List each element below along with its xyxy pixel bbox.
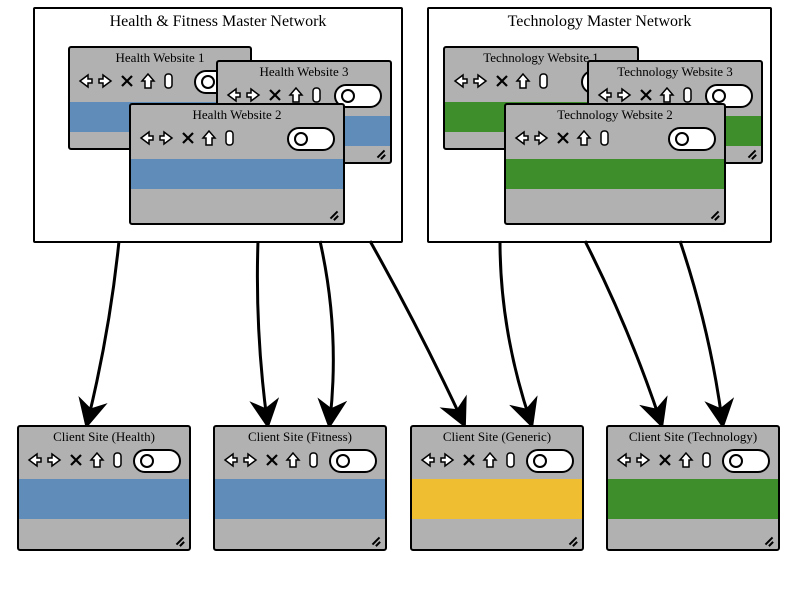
forward-icon <box>245 86 263 104</box>
home-icon <box>658 86 676 104</box>
resize-icon <box>567 534 579 546</box>
stop-icon <box>460 451 478 469</box>
doc-icon <box>698 451 716 469</box>
forward-icon <box>46 451 64 469</box>
search-pill <box>526 449 574 473</box>
browser-title: Client Site (Health) <box>19 429 189 445</box>
forward-icon <box>158 129 176 147</box>
search-pill <box>133 449 181 473</box>
browser-title: Technology Website 2 <box>506 107 724 123</box>
home-icon <box>284 451 302 469</box>
home-icon <box>287 86 305 104</box>
forward-icon <box>97 72 115 90</box>
resize-icon <box>763 534 775 546</box>
content-band <box>131 159 343 189</box>
resize-icon <box>328 208 340 220</box>
content-band <box>19 479 189 519</box>
doc-icon <box>221 129 239 147</box>
browser-title: Health Website 2 <box>131 107 343 123</box>
back-icon <box>614 451 632 469</box>
back-icon <box>76 72 94 90</box>
home-icon <box>481 451 499 469</box>
doc-icon <box>502 451 520 469</box>
browser-client_tech: Client Site (Technology) <box>606 425 780 551</box>
back-icon <box>595 86 613 104</box>
browser-client_generic: Client Site (Generic) <box>410 425 584 551</box>
doc-icon <box>305 451 323 469</box>
health-network-title: Health & Fitness Master Network <box>35 13 401 31</box>
back-icon <box>418 451 436 469</box>
home-icon <box>200 129 218 147</box>
home-icon <box>88 451 106 469</box>
back-icon <box>137 129 155 147</box>
back-icon <box>224 86 242 104</box>
browser-client_health: Client Site (Health) <box>17 425 191 551</box>
forward-icon <box>616 86 634 104</box>
back-icon <box>221 451 239 469</box>
content-band <box>506 159 724 189</box>
resize-icon <box>174 534 186 546</box>
stop-icon <box>118 72 136 90</box>
browser-title: Technology Website 3 <box>589 64 761 80</box>
back-icon <box>451 72 469 90</box>
stop-icon <box>179 129 197 147</box>
doc-icon <box>109 451 127 469</box>
search-pill <box>329 449 377 473</box>
doc-icon <box>679 86 697 104</box>
stop-icon <box>656 451 674 469</box>
resize-icon <box>709 208 721 220</box>
tech-network-title: Technology Master Network <box>429 13 770 31</box>
forward-icon <box>472 72 490 90</box>
stop-icon <box>637 86 655 104</box>
forward-icon <box>242 451 260 469</box>
stop-icon <box>554 129 572 147</box>
resize-icon <box>370 534 382 546</box>
stop-icon <box>266 86 284 104</box>
search-pill <box>722 449 770 473</box>
doc-icon <box>308 86 326 104</box>
browser-client_fitness: Client Site (Fitness) <box>213 425 387 551</box>
home-icon <box>575 129 593 147</box>
home-icon <box>139 72 157 90</box>
browser-tech2: Technology Website 2 <box>504 103 726 225</box>
browser-title: Client Site (Technology) <box>608 429 778 445</box>
forward-icon <box>533 129 551 147</box>
back-icon <box>512 129 530 147</box>
doc-icon <box>535 72 553 90</box>
content-band <box>608 479 778 519</box>
stop-icon <box>67 451 85 469</box>
content-band <box>412 479 582 519</box>
search-pill <box>287 127 335 151</box>
browser-title: Health Website 3 <box>218 64 390 80</box>
doc-icon <box>596 129 614 147</box>
back-icon <box>25 451 43 469</box>
content-band <box>215 479 385 519</box>
home-icon <box>677 451 695 469</box>
stop-icon <box>263 451 281 469</box>
home-icon <box>514 72 532 90</box>
browser-health2: Health Website 2 <box>129 103 345 225</box>
stop-icon <box>493 72 511 90</box>
doc-icon <box>160 72 178 90</box>
forward-icon <box>439 451 457 469</box>
resize-icon <box>746 147 758 159</box>
browser-title: Client Site (Fitness) <box>215 429 385 445</box>
resize-icon <box>375 147 387 159</box>
forward-icon <box>635 451 653 469</box>
browser-title: Client Site (Generic) <box>412 429 582 445</box>
search-pill <box>668 127 716 151</box>
